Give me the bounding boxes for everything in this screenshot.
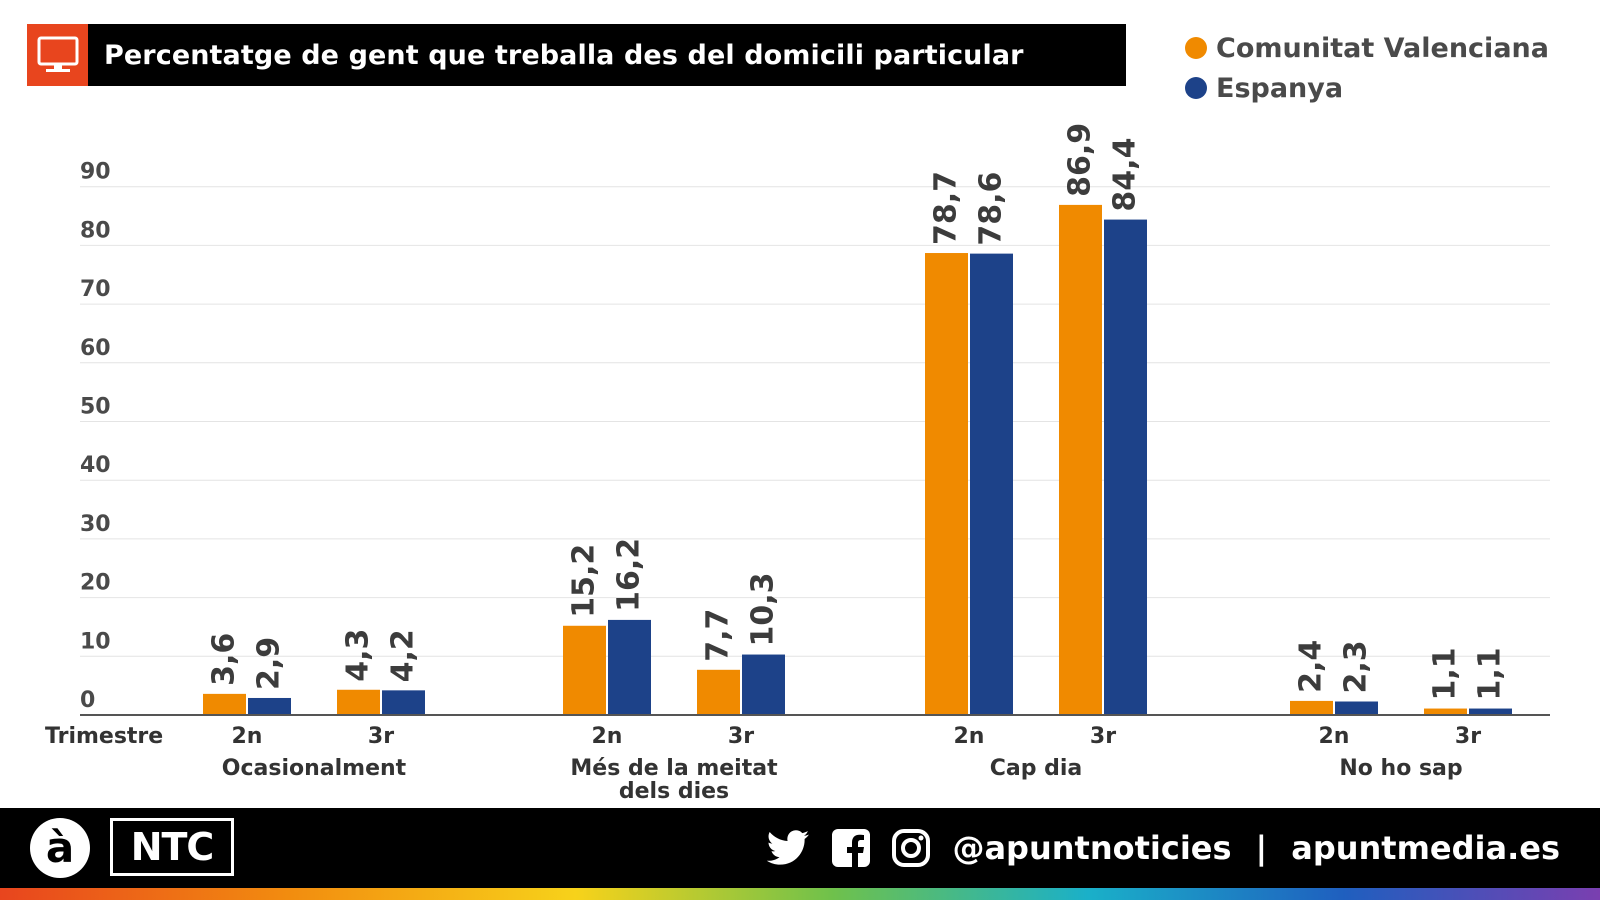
facebook-icon[interactable]: [832, 829, 871, 867]
bar-value-label: 2,3: [1339, 640, 1374, 693]
bar-value-label: 1,1: [1428, 647, 1463, 700]
bar: [1335, 701, 1378, 715]
legend-dot-series1: [1185, 37, 1207, 59]
bar: [742, 654, 785, 715]
rainbow-strip: [0, 888, 1600, 900]
title-icon-box: [27, 24, 88, 86]
bar: [382, 690, 425, 715]
footer-social: @apuntnoticies | apuntmedia.es: [766, 818, 1560, 878]
bar: [1424, 708, 1467, 715]
bar-value-label: 4,2: [386, 629, 421, 682]
group-label: Més de la meitat: [570, 756, 778, 781]
bar: [1469, 708, 1512, 715]
bar: [248, 697, 291, 715]
x-tick-label: 2n: [954, 724, 985, 749]
bar-value-label: 16,2: [612, 538, 647, 612]
group-label: No ho sap: [1339, 756, 1462, 781]
bar-value-label: 7,7: [701, 609, 736, 662]
x-tick-label: 2n: [1319, 724, 1350, 749]
bar-value-label: 78,6: [974, 172, 1009, 246]
x-tick-label: 2n: [592, 724, 623, 749]
computer-monitor-icon: [37, 36, 78, 72]
y-tick-label: 90: [80, 160, 111, 185]
bar-value-label: 15,2: [567, 544, 602, 618]
x-axis-title: Trimestre: [45, 724, 163, 749]
y-tick-label: 80: [80, 218, 111, 243]
y-tick-label: 70: [80, 277, 111, 302]
bar-value-label: 2,9: [252, 637, 287, 690]
bar-value-label: 2,4: [1294, 640, 1329, 693]
title-bar: Percentatge de gent que treballa des del…: [27, 24, 1126, 86]
bar-value-label: 10,3: [746, 573, 781, 647]
bar: [925, 253, 968, 715]
bar: [1059, 204, 1102, 715]
y-tick-label: 40: [80, 453, 111, 478]
bar-value-label: 3,6: [207, 633, 242, 686]
bar: [337, 689, 380, 715]
bar-value-label: 4,3: [341, 629, 376, 682]
group-label: Cap dia: [990, 756, 1083, 781]
website-link[interactable]: apuntmedia.es: [1291, 829, 1560, 867]
x-tick-label: 3r: [728, 724, 754, 749]
y-tick-label: 20: [80, 571, 111, 596]
footer-separator: |: [1255, 829, 1268, 867]
bar-value-label: 86,9: [1063, 123, 1098, 197]
y-tick-label: 10: [80, 629, 111, 654]
social-handle[interactable]: @apuntnoticies: [952, 829, 1232, 867]
bar: [970, 253, 1013, 716]
group-label: dels dies: [619, 779, 729, 804]
x-tick-label: 3r: [368, 724, 394, 749]
bar: [203, 693, 246, 715]
ntc-logo: NTC: [110, 818, 234, 876]
x-tick-label: 3r: [1455, 724, 1481, 749]
instagram-icon[interactable]: [892, 829, 931, 867]
y-tick-label: 30: [80, 512, 111, 537]
bar: [697, 669, 740, 715]
legend-dot-series2: [1185, 77, 1207, 99]
bar: [1104, 219, 1147, 715]
x-tick-label: 3r: [1090, 724, 1116, 749]
legend-label-series2: Espanya: [1216, 72, 1344, 104]
bar: [563, 625, 606, 715]
bar-value-label: 78,7: [929, 171, 964, 245]
group-label: Ocasionalment: [222, 756, 407, 781]
legend-label-series1: Comunitat Valenciana: [1216, 32, 1549, 64]
bar-chart: 0 10 20 30 40 50 60 70 80 90 3,6 4,3 15,2 7,7 78,7 86,9…: [45, 123, 1550, 804]
bar: [1290, 700, 1333, 715]
legend: Comunitat Valenciana Espanya: [1185, 28, 1549, 108]
bar: [608, 619, 651, 715]
apunt-logo: à: [30, 818, 90, 878]
y-tick-label: 50: [80, 395, 111, 420]
y-tick-label: 0: [80, 688, 95, 713]
twitter-icon[interactable]: [766, 830, 810, 866]
bar-value-label: 1,1: [1473, 647, 1508, 700]
y-tick-label: 60: [80, 336, 111, 361]
bar-value-label: 84,4: [1108, 138, 1143, 212]
chart-title: Percentatge de gent que treballa des del…: [104, 39, 1024, 71]
legend-item-series1: Comunitat Valenciana: [1185, 28, 1549, 68]
x-tick-label: 2n: [232, 724, 263, 749]
legend-item-series2: Espanya: [1185, 68, 1549, 108]
